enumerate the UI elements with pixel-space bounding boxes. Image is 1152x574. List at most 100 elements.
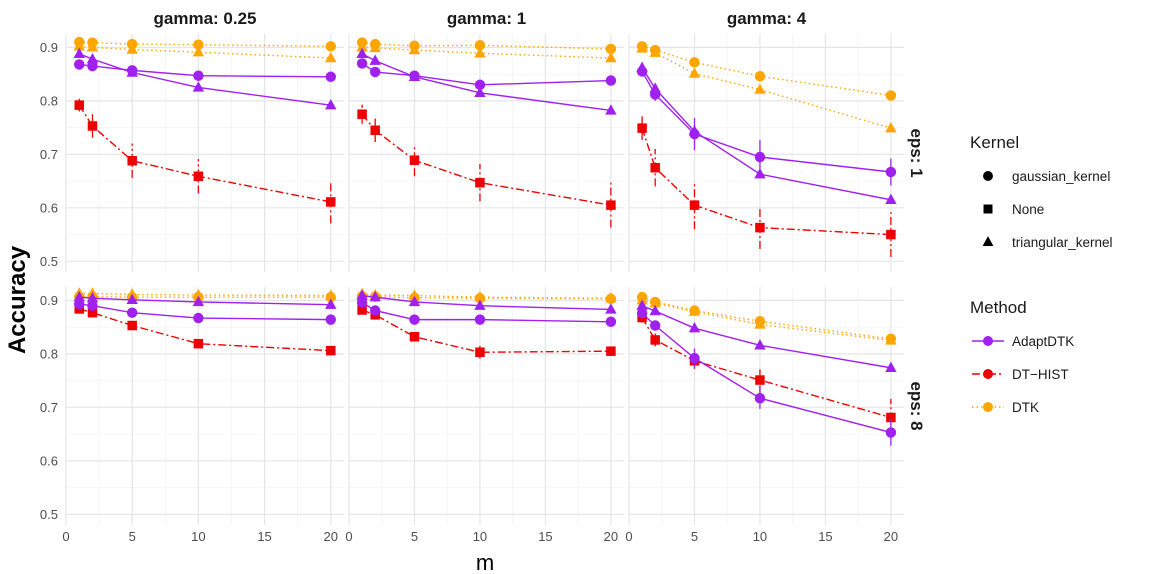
data-point — [87, 300, 98, 311]
data-point — [369, 54, 381, 65]
x-tick-label: 15 — [538, 529, 552, 544]
series-line — [641, 312, 892, 434]
x-tick-label: 10 — [473, 529, 487, 544]
data-point — [474, 314, 486, 325]
data-point — [636, 61, 648, 72]
legend-key-point — [983, 402, 993, 412]
data-point — [73, 290, 85, 302]
data-point — [369, 305, 381, 316]
data-point — [885, 361, 897, 372]
series-dt-hist-None — [357, 104, 616, 228]
data-point — [474, 79, 486, 91]
x-tick-label: 0 — [62, 529, 69, 544]
data-point — [650, 335, 660, 345]
data-point — [754, 318, 766, 329]
y-axis-title: Accuracy — [4, 245, 31, 354]
data-point — [86, 41, 99, 52]
series-line — [79, 63, 331, 78]
data-point — [636, 42, 648, 53]
axes: m Accuracy 0.5 0.6 0.7 0.8 0.9 0 5 10 15 20 0.5 0.6… — [4, 40, 898, 574]
data-point — [637, 123, 647, 133]
data-point — [688, 305, 701, 316]
series-line — [78, 104, 331, 203]
data-point — [73, 47, 85, 58]
data-point — [689, 200, 700, 210]
data-point — [325, 298, 337, 309]
legend-kernel-gaussian: gaussian_kernel — [983, 169, 1110, 184]
legend-kernel-none: None — [983, 202, 1044, 217]
data-point — [649, 320, 661, 331]
data-point — [605, 292, 617, 303]
data-point — [325, 71, 336, 83]
y-tick-label: 0.8 — [40, 93, 58, 108]
y-tick-label: 0.7 — [40, 147, 58, 162]
x-tick-label: 0 — [625, 529, 632, 544]
x-tick-label: 5 — [411, 529, 418, 544]
series-line — [362, 46, 611, 59]
data-point — [325, 98, 337, 110]
data-point — [605, 104, 617, 115]
panel-r0-c2 — [628, 34, 904, 272]
series-adaptdtk-triangular — [356, 47, 617, 115]
data-point — [126, 293, 138, 305]
data-point — [74, 298, 85, 310]
data-point — [755, 222, 765, 233]
data-point — [325, 289, 337, 300]
data-point — [192, 81, 205, 92]
data-point — [86, 52, 99, 64]
x-tick-label: 20 — [884, 529, 898, 544]
data-point — [886, 229, 896, 240]
data-point — [408, 295, 421, 307]
series-dt-hist-None — [74, 98, 336, 224]
data-point — [409, 155, 420, 165]
data-point — [885, 334, 897, 345]
legend-key-point — [983, 336, 993, 346]
series-adaptdtk-triangular — [636, 61, 897, 204]
y-tick-label: 0.6 — [40, 200, 58, 215]
x-tick-label: 20 — [324, 529, 338, 544]
data-point — [885, 90, 897, 101]
data-point — [73, 40, 85, 51]
facet-strips: gamma: 0.25 gamma: 1 gamma: 4 eps: 1 eps: 8 — [154, 9, 927, 431]
data-point — [356, 58, 368, 69]
data-point — [369, 290, 381, 302]
panel-r0-c1 — [348, 34, 624, 272]
series-line — [79, 303, 331, 321]
x-tick-label: 10 — [191, 529, 205, 544]
series-dt-hist-None — [637, 312, 896, 437]
panel-r1-c2 — [628, 287, 904, 525]
legend-method-dtk: DTK — [972, 400, 1039, 415]
legend-method-adaptdtk: AdaptDTK — [972, 334, 1074, 349]
data-point — [688, 125, 701, 136]
data-point — [193, 171, 204, 182]
data-point — [886, 412, 896, 423]
data-point — [754, 393, 766, 404]
data-point — [193, 39, 204, 50]
y-tick-label: 0.7 — [40, 400, 58, 415]
data-point — [885, 166, 897, 178]
series-dtk-gaussian — [356, 290, 617, 304]
series-line — [641, 317, 892, 419]
data-point — [127, 156, 137, 166]
legend-label: gaussian_kernel — [1012, 169, 1110, 184]
data-point — [649, 46, 661, 57]
series-line — [79, 295, 331, 298]
strip-row-0: eps: 1 — [907, 128, 926, 177]
data-point — [885, 427, 897, 438]
data-point — [606, 346, 616, 356]
data-point — [325, 41, 336, 52]
y-tick-label: 0.9 — [40, 40, 58, 55]
series-adaptdtk-gaussian — [74, 59, 336, 83]
legend-label: DTK — [1012, 400, 1039, 415]
data-point — [87, 121, 98, 131]
data-point — [754, 151, 766, 163]
series-adaptdtk-gaussian — [636, 66, 897, 186]
data-point — [688, 321, 701, 333]
y-tick-label: 0.5 — [40, 254, 58, 269]
data-point — [885, 121, 897, 133]
series-adaptdtk-gaussian — [74, 298, 336, 325]
series-dtk-triangular — [636, 42, 897, 133]
data-point — [754, 167, 766, 179]
data-point — [636, 294, 648, 305]
